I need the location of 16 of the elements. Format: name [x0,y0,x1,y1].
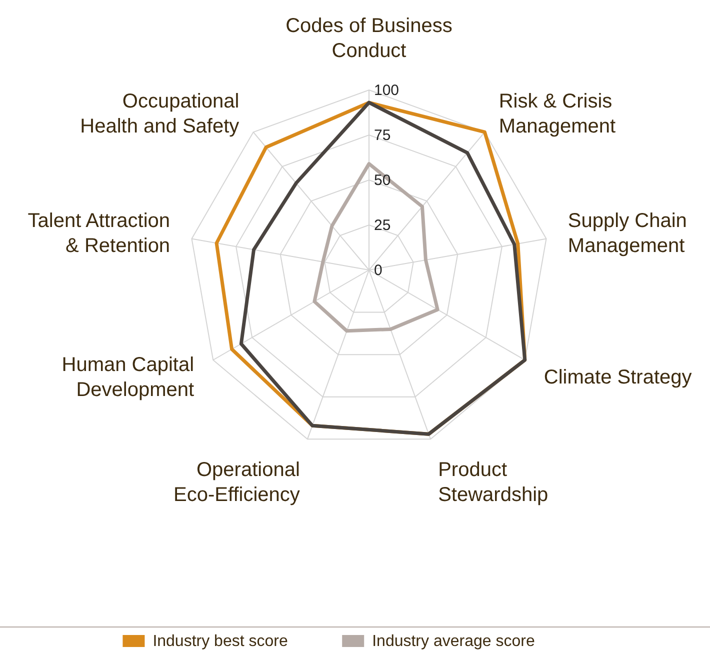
spoke-label: Product Stewardship [438,458,548,506]
spoke-label: Operational Eco-Efficiency [174,458,300,506]
spoke-label: Codes of Business Conduct [286,15,452,62]
spoke-label: Talent Attraction & Retention [28,210,170,257]
spoke-label: Supply Chain Management [568,210,687,257]
y-tick-label: 0 [374,262,382,279]
y-tick-label: 50 [374,172,391,189]
y-tick-label: 100 [374,82,400,99]
legend-label: Industry best score [152,633,288,650]
y-tick-label: 75 [374,126,391,144]
spoke-label: Risk & Crisis Management [498,90,616,138]
spoke-label: Climate Strategy [544,366,692,388]
legend-label: Industry average score [372,633,535,650]
y-tick-label: 25 [374,216,391,234]
spoke-label: Human Capital Development [62,354,195,401]
spoke-label: Occupational Health and Safety [80,90,240,138]
